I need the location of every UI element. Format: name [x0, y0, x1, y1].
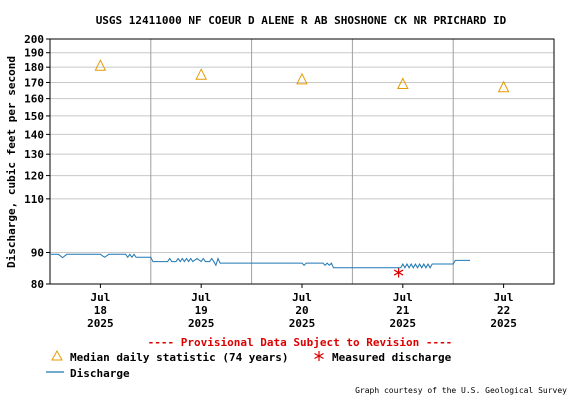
y-tick-label-150: 150	[24, 110, 44, 123]
x-tick-label-line: 21	[396, 304, 410, 317]
series-1	[393, 267, 404, 278]
legend: Median daily statistic (74 years) Measur…	[46, 349, 452, 380]
y-tick-label-170: 170	[24, 76, 44, 89]
x-tick-label-line: Jul	[292, 291, 312, 304]
y-tick-label-90: 90	[31, 247, 44, 260]
x-tick-label-line: 2025	[289, 317, 316, 330]
x-tick-label-line: 2025	[188, 317, 215, 330]
y-tick-label-180: 180	[24, 61, 44, 74]
y-tick-label-140: 140	[24, 128, 44, 141]
series-layer	[50, 59, 510, 278]
day-dividers	[150, 39, 454, 284]
x-tick-label-line: Jul	[191, 291, 211, 304]
y-tick-label-190: 190	[24, 47, 44, 60]
y-tick-label-110: 110	[24, 193, 44, 206]
legend-item-measured: Measured discharge	[314, 351, 452, 364]
series-2	[50, 253, 470, 269]
median-point-2	[195, 68, 208, 80]
series-0	[94, 59, 510, 93]
legend-asterisk-icon	[314, 351, 324, 361]
median-point-5	[497, 80, 510, 93]
y-tick-label-200: 200	[24, 33, 44, 46]
legend-item-median: Median daily statistic (74 years)	[51, 349, 289, 364]
legend-label-measured: Measured discharge	[332, 351, 452, 364]
legend-label-discharge: Discharge	[70, 367, 130, 380]
x-tick-label-line: 20	[295, 304, 308, 317]
y-tick-label-160: 160	[24, 93, 44, 106]
y-axis-label: Discharge, cubic feet per second	[5, 56, 18, 268]
legend-label-median: Median daily statistic (74 years)	[70, 351, 289, 364]
x-tick-label-line: 2025	[390, 317, 417, 330]
y-tick-label-80: 80	[31, 278, 44, 291]
x-tick-label-line: 22	[497, 304, 510, 317]
median-point-1	[94, 59, 107, 71]
chart-title: USGS 12411000 NF COEUR D ALENE R AB SHOS…	[96, 14, 507, 27]
x-tick-label-line: Jul	[494, 291, 514, 304]
legend-item-discharge: Discharge	[46, 367, 130, 380]
grid-lines	[50, 52, 554, 254]
x-tick-label-line: Jul	[90, 291, 110, 304]
graph-credit: Graph courtesy of the U.S. Geological Su…	[355, 386, 567, 395]
x-tick-label-line: 2025	[490, 317, 517, 330]
median-point-3	[296, 72, 308, 85]
x-tick-label-line: 19	[195, 304, 208, 317]
measured-point-1	[393, 267, 404, 278]
discharge-line	[50, 253, 470, 269]
median-point-4	[396, 77, 409, 90]
x-tick-label-line: 18	[94, 304, 107, 317]
legend-triangle-icon	[51, 349, 63, 361]
x-tick-label-line: Jul	[393, 291, 413, 304]
provisional-note: ---- Provisional Data Subject to Revisio…	[148, 336, 453, 349]
y-tick-label-130: 130	[24, 148, 44, 161]
y-tick-label-120: 120	[24, 170, 44, 183]
x-tick-label-line: 2025	[87, 317, 114, 330]
x-axis-ticks: Jul182025Jul192025Jul202025Jul212025Jul2…	[87, 284, 517, 330]
